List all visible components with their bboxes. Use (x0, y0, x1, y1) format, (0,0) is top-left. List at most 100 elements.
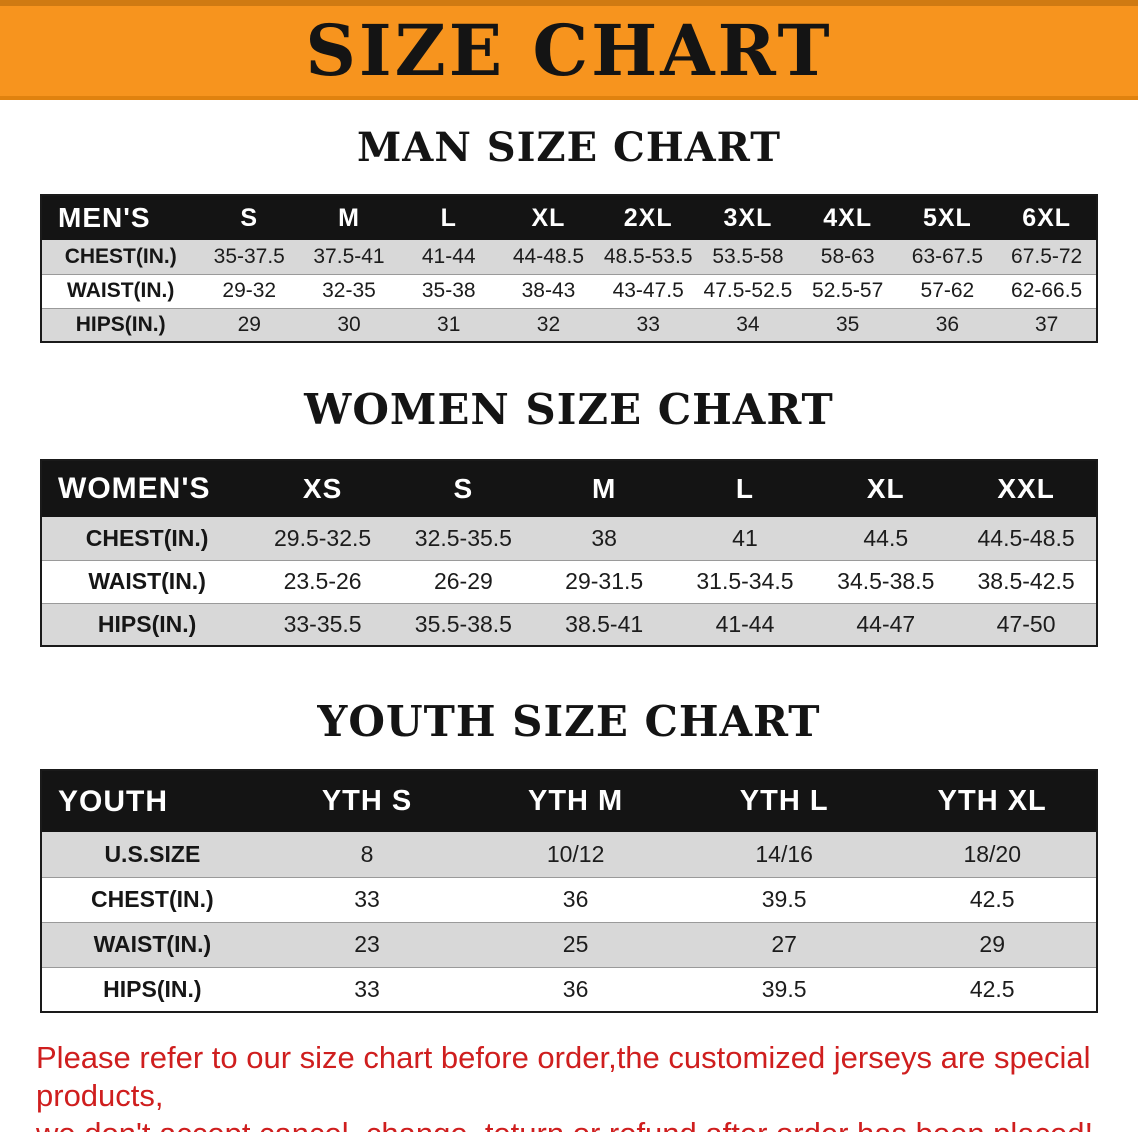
measurement-value: 67.5-72 (997, 240, 1097, 275)
size-column-header: L (674, 460, 816, 518)
measurement-row: HIPS(IN.) 33-35.5 35.5-38.5 38.5-41 41-44 44-… (41, 603, 1097, 647)
man-size-chart-heading: MAN SIZE CHART (357, 124, 781, 171)
measurement-row: CHEST(IN.) 33 36 39.5 42.5 (41, 877, 1097, 923)
measurement-label: HIPS(IN.) (41, 308, 200, 343)
measurement-value: 26-29 (392, 560, 534, 604)
size-column-header: XXL (956, 460, 1097, 518)
measurement-value: 39.5 (679, 967, 889, 1013)
measurement-value: 38.5-41 (533, 603, 675, 647)
table-corner-label: WOMEN'S (41, 460, 253, 518)
size-column-header: XS (252, 460, 393, 518)
measurement-value: 38.5-42.5 (956, 560, 1097, 604)
measurement-value: 33-35.5 (252, 603, 393, 647)
measurement-value: 29 (888, 922, 1097, 968)
size-column-header: S (199, 195, 300, 240)
measurement-value: 32.5-35.5 (392, 517, 534, 561)
measurement-row: HIPS(IN.) 29 30 31 32 33 34 35 36 37 (41, 308, 1097, 343)
measurement-value: 44.5-48.5 (956, 517, 1097, 561)
youth-size-table: YOUTH YTH S YTH M YTH L YTH XL U.S.SIZE 8 10/12… (40, 769, 1098, 1014)
size-column-header: S (392, 460, 534, 518)
measurement-row: WAIST(IN.) 23 25 27 29 (41, 922, 1097, 968)
measurement-value: 36 (471, 877, 680, 923)
measurement-value: 33 (262, 877, 472, 923)
section-youth: YOUTH SIZE CHART YOUTH YTH S YTH M YTH L YTH… (40, 697, 1098, 1014)
measurement-value: 34 (698, 308, 798, 343)
measurement-value: 8 (262, 832, 472, 878)
measurement-value: 29.5-32.5 (252, 517, 393, 561)
banner: SIZE CHART (0, 0, 1138, 100)
measurement-label: HIPS(IN.) (41, 603, 253, 647)
measurement-value: 47.5-52.5 (698, 274, 798, 309)
measurement-value: 29 (199, 308, 300, 343)
measurement-value: 63-67.5 (897, 240, 998, 275)
youth-size-chart-heading: YOUTH SIZE CHART (317, 697, 821, 747)
measurement-label: CHEST(IN.) (41, 877, 263, 923)
measurement-value: 44-47 (815, 603, 957, 647)
measurement-value: 23.5-26 (252, 560, 393, 604)
measurement-value: 44.5 (815, 517, 957, 561)
measurement-value: 39.5 (679, 877, 889, 923)
measurement-value: 33 (262, 967, 472, 1013)
measurement-value: 37 (997, 308, 1097, 343)
size-column-header: 3XL (698, 195, 798, 240)
measurement-value: 42.5 (888, 967, 1097, 1013)
measurement-value: 42.5 (888, 877, 1097, 923)
measurement-value: 30 (299, 308, 399, 343)
notice-line-2: we don't accept cancel, change, teturn o… (36, 1115, 1102, 1132)
table-header-row: YOUTH YTH S YTH M YTH L YTH XL (41, 770, 1097, 833)
measurement-value: 35 (797, 308, 898, 343)
measurement-row: WAIST(IN.) 29-32 32-35 35-38 38-43 43-47.5 47.… (41, 274, 1097, 309)
measurement-value: 33 (598, 308, 699, 343)
measurement-value: 10/12 (471, 832, 680, 878)
size-column-header: L (398, 195, 499, 240)
table-header-row: WOMEN'S XS S M L XL XXL (41, 460, 1097, 518)
measurement-value: 35-37.5 (199, 240, 300, 275)
size-column-header: M (299, 195, 399, 240)
measurement-label: WAIST(IN.) (41, 560, 253, 604)
section-women: WOMEN SIZE CHART WOMEN'S XS S M L XL XXL CHEST(… (40, 385, 1098, 648)
measurement-value: 25 (471, 922, 680, 968)
table-header-row: MEN'S S M L XL 2XL 3XL 4XL 5XL 6XL (41, 195, 1097, 240)
measurement-value: 29-32 (199, 274, 300, 309)
section-man: MAN SIZE CHART MEN'S S M L XL 2XL 3XL 4XL 5XL 6XL… (40, 126, 1098, 343)
measurement-value: 53.5-58 (698, 240, 798, 275)
size-column-header: XL (498, 195, 599, 240)
measurement-value: 48.5-53.5 (598, 240, 699, 275)
table-corner-label: YOUTH (41, 770, 263, 833)
table-corner-label: MEN'S (41, 195, 200, 240)
women-size-table: WOMEN'S XS S M L XL XXL CHEST(IN.) 29.5-32.5 32.5… (40, 459, 1098, 648)
measurement-label: CHEST(IN.) (41, 240, 200, 275)
measurement-value: 32-35 (299, 274, 399, 309)
size-column-header: YTH M (471, 770, 680, 833)
measurement-label: WAIST(IN.) (41, 274, 200, 309)
measurement-value: 23 (262, 922, 472, 968)
measurement-value: 36 (471, 967, 680, 1013)
measurement-value: 35.5-38.5 (392, 603, 534, 647)
measurement-value: 44-48.5 (498, 240, 599, 275)
measurement-label: WAIST(IN.) (41, 922, 263, 968)
order-notice: Please refer to our size chart before or… (0, 1039, 1138, 1132)
size-column-header: YTH L (679, 770, 889, 833)
measurement-label: CHEST(IN.) (41, 517, 253, 561)
measurement-value: 37.5-41 (299, 240, 399, 275)
size-column-header: YTH XL (888, 770, 1097, 833)
measurement-value: 29-31.5 (533, 560, 675, 604)
measurement-value: 43-47.5 (598, 274, 699, 309)
measurement-value: 27 (679, 922, 889, 968)
size-column-header: 4XL (797, 195, 898, 240)
measurement-value: 47-50 (956, 603, 1097, 647)
measurement-value: 41 (674, 517, 816, 561)
size-column-header: 6XL (997, 195, 1097, 240)
measurement-value: 34.5-38.5 (815, 560, 957, 604)
measurement-value: 35-38 (398, 274, 499, 309)
size-column-header: 5XL (897, 195, 998, 240)
measurement-value: 18/20 (888, 832, 1097, 878)
size-column-header: XL (815, 460, 957, 518)
men-size-table: MEN'S S M L XL 2XL 3XL 4XL 5XL 6XL CHEST(IN.) 35-37… (40, 194, 1098, 343)
measurement-value: 38-43 (498, 274, 599, 309)
measurement-value: 32 (498, 308, 599, 343)
women-size-chart-heading: WOMEN SIZE CHART (304, 385, 834, 434)
size-column-header: 2XL (598, 195, 699, 240)
measurement-row: CHEST(IN.) 35-37.5 37.5-41 41-44 44-48.5 48.5… (41, 240, 1097, 275)
